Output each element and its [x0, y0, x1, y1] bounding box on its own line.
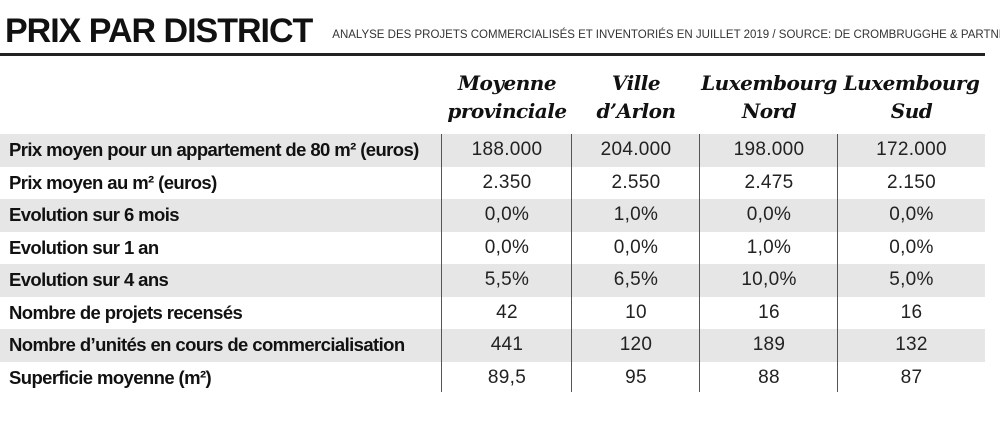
table-cell: 0,0%	[746, 204, 792, 226]
row-label: Nombre de projets recensés	[9, 301, 243, 323]
column-header-line1: Moyenne	[457, 71, 557, 95]
table-cell: 132	[895, 334, 928, 356]
column-divider	[441, 134, 442, 392]
table-cell: 0,0%	[889, 204, 934, 226]
table-cell: 42	[496, 301, 518, 323]
table-cell: 0,0%	[613, 236, 659, 258]
column-header-line2: d’Arlon	[596, 99, 676, 123]
table-cell: 16	[758, 301, 780, 323]
table-cell: 89,5	[487, 366, 527, 388]
table-cell: 120	[619, 334, 653, 356]
table-cell: 441	[490, 334, 524, 356]
table-cell: 10,0%	[741, 269, 797, 291]
table-cell: 6,5%	[613, 269, 659, 291]
table-cell: 16	[900, 301, 923, 323]
title-bar: PRIX PAR DISTRICT ANALYSE DES PROJETS CO…	[5, 6, 1000, 50]
row-label: Prix moyen au m² (euros)	[9, 171, 217, 193]
table-cell: 2.150	[886, 171, 937, 193]
row-label: Evolution sur 6 mois	[9, 204, 180, 226]
table-cell: 0,0%	[889, 236, 934, 258]
page-title: PRIX PAR DISTRICT	[5, 12, 313, 50]
table-row: Evolution sur 4 ans 5,5% 6,5% 10,0% 5,0%	[0, 264, 985, 297]
column-header-3: Luxembourg Sud	[838, 66, 985, 128]
data-table: Prix moyen pour un appartement de 80 m² …	[0, 134, 985, 394]
column-header-line2: provinciale	[447, 99, 567, 123]
column-header-2: Luxembourg Nord	[700, 66, 838, 128]
column-header-line1: Luxembourg	[843, 71, 980, 95]
table-cell: 2.550	[611, 171, 661, 193]
row-label: Prix moyen pour un appartement de 80 m² …	[9, 139, 419, 161]
table-cell: 88	[758, 366, 780, 388]
table-cell: 189	[752, 334, 786, 356]
table-cell: 87	[900, 366, 923, 388]
column-header-line2: Sud	[890, 99, 933, 123]
table-cell: 0,0%	[484, 236, 530, 258]
table-row: Prix moyen pour un appartement de 80 m² …	[0, 134, 985, 167]
table-cell: 0,0%	[484, 204, 530, 226]
table-row: Nombre d’unités en cours de commercialis…	[0, 329, 985, 362]
column-header-line1: Ville	[611, 71, 661, 95]
table-row: Nombre de projets recensés 42 10 16 16	[0, 297, 985, 330]
column-header-0: Moyenne provinciale	[442, 66, 572, 128]
table-cell: 5,5%	[484, 269, 530, 291]
title-rule	[0, 53, 985, 56]
row-label: Evolution sur 4 ans	[9, 269, 169, 291]
table-row: Superficie moyenne (m²) 89,5 95 88 87	[0, 362, 985, 395]
row-label: Nombre d’unités en cours de commercialis…	[9, 334, 405, 356]
row-label: Evolution sur 1 an	[9, 236, 159, 258]
table-cell: 172.000	[876, 139, 947, 161]
table-cell: 1,0%	[746, 236, 792, 258]
column-header-line2: Nord	[741, 99, 797, 123]
table-cell: 95	[625, 366, 647, 388]
table-row: Prix moyen au m² (euros) 2.350 2.550 2.475 2…	[0, 167, 985, 200]
page-subtitle: ANALYSE DES PROJETS COMMERCIALISÉS ET IN…	[332, 29, 1000, 41]
column-header-1: Ville d’Arlon	[572, 66, 700, 128]
column-divider	[699, 134, 700, 392]
table-cell: 2.475	[744, 171, 794, 193]
column-header-line1: Luxembourg	[701, 71, 837, 95]
table-row: Evolution sur 1 an 0,0% 0,0% 1,0% 0,0%	[0, 232, 985, 265]
table-cell: 1,0%	[613, 204, 659, 226]
table-cell: 10	[625, 301, 647, 323]
row-label: Superficie moyenne (m²)	[9, 366, 212, 388]
column-divider	[837, 134, 838, 392]
table-cell: 198.000	[733, 139, 805, 161]
table-cell: 2.350	[482, 171, 532, 193]
table-cell: 5,0%	[889, 269, 934, 291]
table-cell: 188.000	[471, 139, 543, 161]
table-row: Evolution sur 6 mois 0,0% 1,0% 0,0% 0,0%	[0, 199, 985, 232]
table-cell: 204.000	[600, 139, 672, 161]
column-divider	[571, 134, 572, 392]
